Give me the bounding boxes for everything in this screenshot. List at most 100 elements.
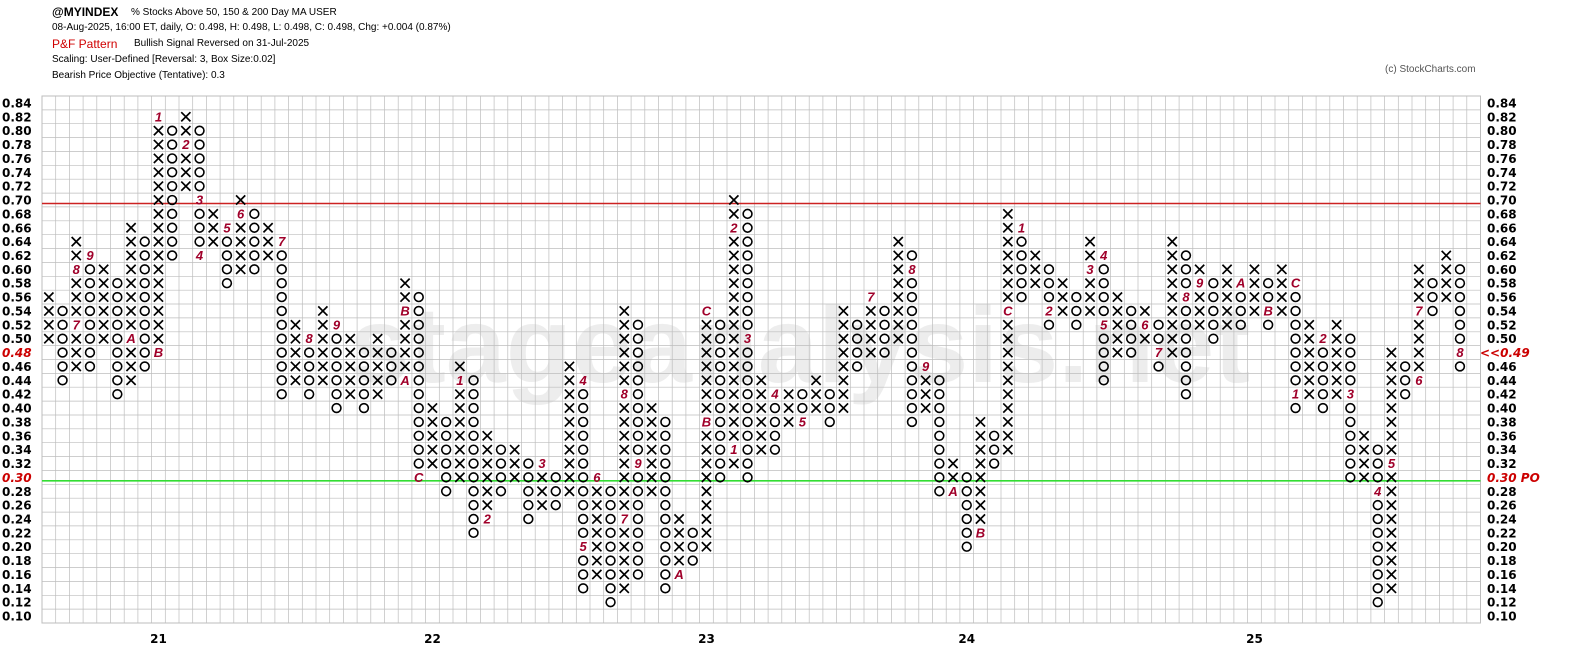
o-box: [632, 444, 644, 455]
o-box: [331, 361, 342, 372]
o-box: [84, 347, 96, 358]
last-price-label-right: <<0.49: [1480, 346, 1530, 360]
o-box: [221, 278, 233, 289]
o-box: [1098, 264, 1109, 275]
o-box: [84, 291, 96, 303]
o-box: [714, 444, 726, 455]
o-box: [166, 208, 178, 220]
x-box: [1002, 402, 1014, 414]
o-box: [468, 444, 479, 455]
o-box: [660, 416, 671, 428]
o-box: [577, 555, 589, 566]
x-box: [619, 458, 630, 469]
x-box: [865, 305, 877, 317]
o-box: [961, 527, 972, 539]
x-box: [564, 430, 575, 441]
x-box: [153, 333, 164, 344]
x-box: [728, 305, 740, 317]
o-box: [1290, 347, 1301, 358]
x-box: [893, 278, 904, 289]
o-box: [742, 305, 753, 317]
x-box: [619, 555, 630, 566]
o-box: [495, 486, 507, 497]
o-box: [139, 361, 150, 372]
o-box: [1454, 305, 1466, 317]
pattern-label: P&F Pattern: [52, 37, 118, 51]
x-box: [71, 278, 82, 289]
o-box: [1317, 402, 1329, 414]
o-box: [1372, 541, 1383, 552]
x-box: [1167, 278, 1178, 289]
x-box: [153, 222, 164, 233]
o-box: [194, 222, 205, 233]
o-box: [386, 375, 397, 386]
x-box: [1304, 319, 1315, 331]
x-box: [125, 278, 137, 289]
x-box: [619, 444, 630, 455]
x-box: [756, 430, 767, 441]
o-box: [84, 319, 96, 331]
o-box: [413, 444, 424, 455]
o-box: [714, 430, 726, 441]
x-box: [208, 208, 219, 220]
o-box: [1125, 305, 1137, 317]
pnf-column-o: [1125, 305, 1137, 358]
y-tick-label-left: 0.18: [2, 554, 32, 568]
x-box: [235, 222, 246, 233]
o-box: [112, 388, 123, 400]
x-box: [1002, 388, 1014, 400]
o-box: [84, 333, 96, 344]
o-box: [769, 416, 781, 428]
o-box: [413, 333, 424, 344]
month-marker: 7: [1415, 303, 1423, 318]
o-box: [413, 402, 424, 414]
x-box: [728, 402, 740, 414]
o-box: [879, 333, 890, 344]
x-box: [1002, 291, 1014, 303]
x-box: [1221, 278, 1233, 289]
pnf-column-o: 3: [742, 208, 753, 483]
y-tick-label-right: 0.84: [1487, 96, 1517, 110]
o-box: [386, 361, 397, 372]
o-box: [1208, 333, 1219, 344]
x-box: [920, 375, 931, 386]
x-box: [810, 388, 822, 400]
x-box: [1112, 291, 1123, 303]
x-box: [1167, 236, 1178, 247]
x-box: [673, 541, 685, 552]
chart-symbol: @MYINDEX: [52, 5, 119, 19]
o-box: [1372, 569, 1383, 580]
y-tick-label-left: 0.24: [2, 512, 32, 526]
o-box: [413, 319, 424, 331]
o-box: [413, 430, 424, 441]
o-box: [523, 513, 534, 525]
x-box: [399, 291, 411, 303]
x-box: [536, 486, 548, 497]
x-box: [1221, 319, 1233, 331]
pnf-column-x: 6: [591, 470, 603, 580]
month-marker: A: [1235, 276, 1245, 291]
x-box: [98, 264, 109, 275]
o-box: [468, 499, 479, 511]
x-box: [701, 527, 712, 539]
x-box: [1002, 278, 1014, 289]
x-box: [399, 347, 411, 358]
o-box: [906, 347, 918, 358]
x-box: [1386, 499, 1397, 511]
o-box: [1043, 319, 1055, 331]
x-box: [619, 541, 630, 552]
pnf-column-x: [427, 402, 438, 469]
y-tick-label-right: 0.34: [1487, 443, 1517, 457]
o-box: [1427, 305, 1438, 317]
o-box: [1208, 319, 1219, 331]
o-box: [714, 375, 726, 386]
pnf-column-x: 3: [1084, 236, 1096, 317]
quote-line: 08-Aug-2025, 16:00 ET, daily, O: 0.498, …: [52, 22, 451, 33]
pnf-column-x: [1304, 319, 1315, 400]
x-box: [591, 541, 603, 552]
o-box: [714, 361, 726, 372]
x-box: [1084, 250, 1096, 261]
y-tick-label-left: 0.28: [2, 485, 32, 499]
o-box: [714, 416, 726, 428]
y-tick-label-right: 0.42: [1487, 388, 1517, 402]
